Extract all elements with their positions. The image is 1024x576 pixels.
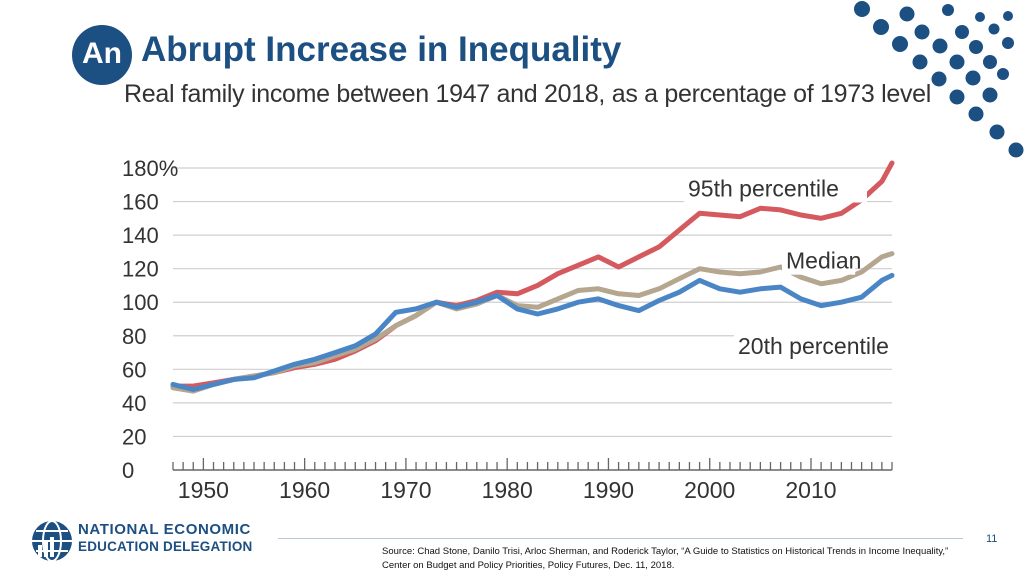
- chart-title: Real family income between 1947 and 2018…: [124, 80, 932, 108]
- title-badge: An: [72, 25, 132, 85]
- source-line-1: Source: Chad Stone, Danilo Trisi, Arloc …: [382, 546, 949, 557]
- source-line-2: Center on Budget and Policy Priorities, …: [382, 560, 675, 571]
- annotation-bg: [782, 246, 856, 275]
- series-line-20th-percentile: [170, 272, 895, 392]
- page-number: 11: [986, 533, 998, 545]
- ened-logo: NATIONAL ECONOMIC EDUCATION DELEGATION: [30, 517, 275, 567]
- annotation-bg: [684, 174, 867, 203]
- y-tick-label: 40: [122, 391, 146, 416]
- annotation-bg: [734, 332, 910, 361]
- slide-title: Abrupt Increase in Inequality: [141, 30, 622, 69]
- y-tick-label: 100: [122, 290, 159, 315]
- x-tick-label: 1960: [279, 477, 330, 503]
- y-tick-label: 60: [122, 357, 146, 382]
- x-tick-label: 2000: [684, 477, 735, 503]
- y-tick-label: 140: [122, 223, 159, 248]
- annotation-95th-percentile: 95th percentile: [688, 176, 839, 202]
- x-tick-label: 2010: [785, 477, 836, 503]
- y-tick-label: 20: [122, 424, 146, 449]
- annotation-20th-percentile: 20th percentile: [738, 333, 889, 359]
- income-chart: 0 20 40 60 80 100 120 140 160 180% 1950 1960 1970 198…: [122, 156, 910, 503]
- logo-globe-icon: [32, 520, 72, 562]
- y-tick-label: 0: [122, 458, 134, 483]
- x-tick-label: 1950: [178, 477, 229, 503]
- logo-line2: EDUCATION DELEGATION: [78, 539, 253, 554]
- footer-divider: [278, 538, 963, 539]
- y-tick-label: 80: [122, 324, 146, 349]
- x-tick-label: 1980: [482, 477, 533, 503]
- y-tick-label: 160: [122, 190, 159, 215]
- annotation-median: Median: [786, 248, 861, 274]
- x-tick-label: 1970: [380, 477, 431, 503]
- y-tick-label: 180%: [122, 156, 178, 181]
- logo-line1: NATIONAL ECONOMIC: [78, 521, 251, 538]
- x-tick-label: 1990: [583, 477, 634, 503]
- source-citation: Source: Chad Stone, Danilo Trisi, Arloc …: [382, 545, 982, 573]
- y-tick-label: 120: [122, 257, 159, 282]
